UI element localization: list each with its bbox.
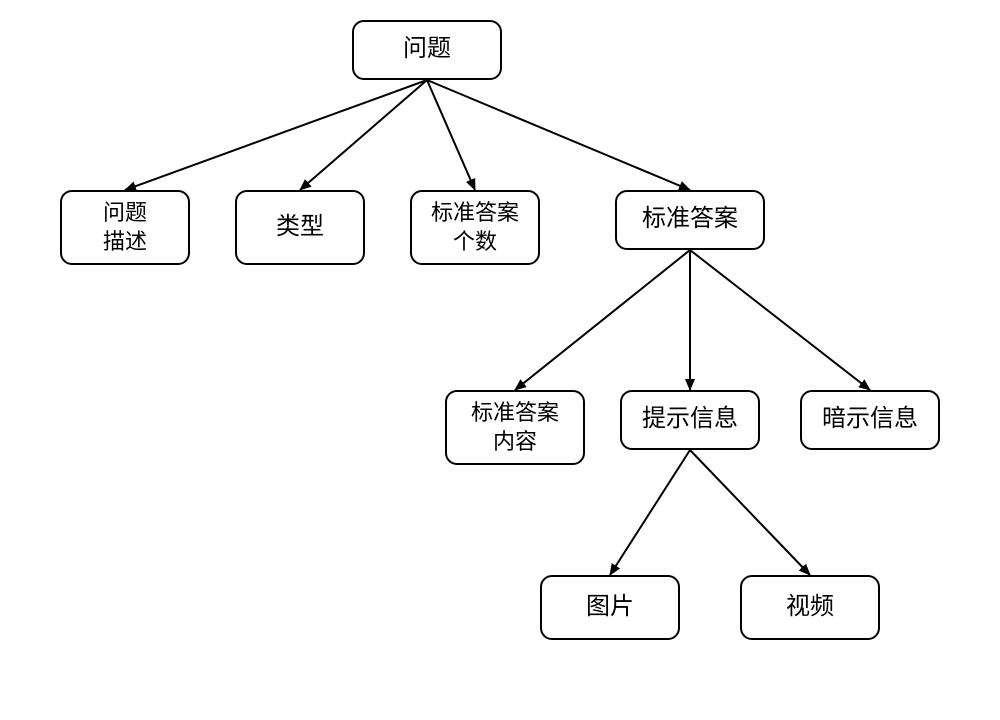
edge-hint-image [610,450,690,575]
node-desc: 问题描述 [60,190,190,265]
node-answer: 标准答案 [615,190,765,250]
edge-root-count [427,80,475,190]
node-hint: 提示信息 [620,390,760,450]
node-content: 标准答案内容 [445,390,585,465]
edge-root-type [300,80,427,190]
edge-root-answer [427,80,690,190]
edge-answer-imply [690,250,870,390]
node-video: 视频 [740,575,880,640]
node-image: 图片 [540,575,680,640]
node-count: 标准答案个数 [410,190,540,265]
edge-answer-content [515,250,690,390]
node-root: 问题 [352,20,502,80]
node-imply: 暗示信息 [800,390,940,450]
edge-hint-video [690,450,810,575]
node-type: 类型 [235,190,365,265]
edge-root-desc [125,80,427,190]
